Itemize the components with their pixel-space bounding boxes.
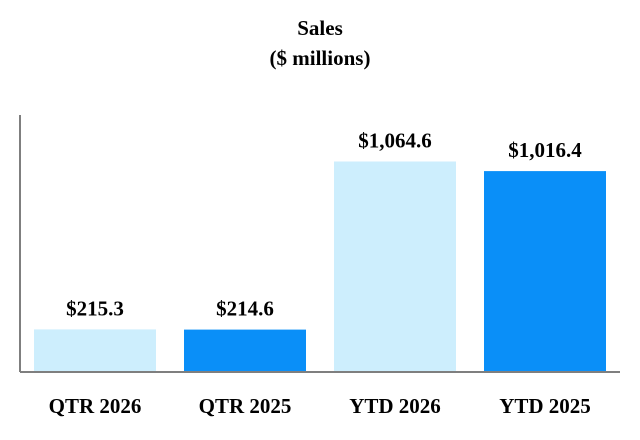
data-label-0: $215.3 [66,296,124,320]
data-label-2: $1,064.6 [358,129,432,153]
data-label-3: $1,016.4 [508,138,582,162]
category-label-0: QTR 2026 [49,394,142,418]
data-label-1: $214.6 [216,297,274,321]
chart-subtitle: ($ millions) [269,46,371,70]
chart-title: Sales [297,16,343,40]
category-label-2: YTD 2026 [349,394,441,418]
category-label-1: QTR 2025 [199,394,292,418]
bar-2 [334,161,456,372]
bar-3 [484,171,606,372]
bar-1 [184,329,306,372]
bar-0 [34,329,156,372]
category-label-3: YTD 2025 [499,394,591,418]
